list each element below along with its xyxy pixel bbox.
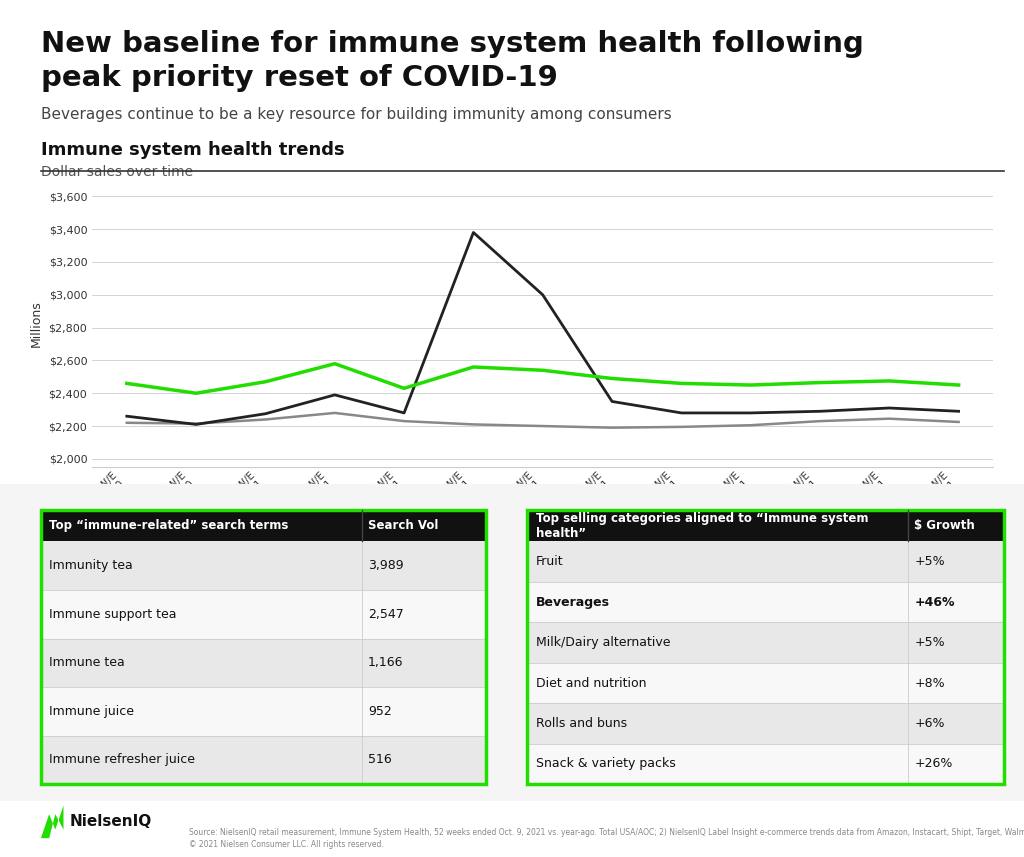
Text: Top selling categories aligned to “Immune system
health”: Top selling categories aligned to “Immun…: [536, 512, 868, 540]
Text: Immune tea: Immune tea: [49, 656, 125, 669]
Text: 3,989: 3,989: [368, 560, 403, 572]
Text: +5%: +5%: [914, 636, 945, 649]
Text: +5%: +5%: [914, 555, 945, 568]
Text: Snack & variety packs: Snack & variety packs: [536, 758, 675, 770]
Text: 952: 952: [368, 704, 391, 718]
Text: peak priority reset of COVID-19: peak priority reset of COVID-19: [41, 64, 558, 93]
Text: Immune refresher juice: Immune refresher juice: [49, 753, 196, 766]
Text: Beverages continue to be a key resource for building immunity among consumers: Beverages continue to be a key resource …: [41, 107, 672, 123]
Text: Source: NielsenIQ retail measurement, Immune System Health, 52 weeks ended Oct. : Source: NielsenIQ retail measurement, Im…: [189, 828, 1024, 848]
Text: Search Vol: Search Vol: [368, 519, 438, 532]
Text: New baseline for immune system health following: New baseline for immune system health fo…: [41, 30, 864, 58]
Text: 1,166: 1,166: [368, 656, 403, 669]
Text: Immunity tea: Immunity tea: [49, 560, 133, 572]
Text: $ Growth: $ Growth: [914, 519, 975, 532]
Text: +8%: +8%: [914, 676, 945, 690]
Legend: $ 2YA, $ YA, $: $ 2YA, $ YA, $: [391, 587, 694, 610]
Text: +6%: +6%: [914, 717, 945, 730]
Text: Immune support tea: Immune support tea: [49, 608, 177, 620]
Text: NielsenIQ: NielsenIQ: [70, 814, 152, 830]
Text: +46%: +46%: [914, 596, 955, 608]
Text: Milk/Dairy alternative: Milk/Dairy alternative: [536, 636, 670, 649]
Text: Rolls and buns: Rolls and buns: [536, 717, 627, 730]
Text: Beverages: Beverages: [536, 596, 609, 608]
Text: 516: 516: [368, 753, 391, 766]
Text: Immune juice: Immune juice: [49, 704, 134, 718]
Y-axis label: Millions: Millions: [30, 300, 43, 347]
Text: Diet and nutrition: Diet and nutrition: [536, 676, 646, 690]
Text: 2,547: 2,547: [368, 608, 403, 620]
Text: Immune system health trends: Immune system health trends: [41, 141, 345, 159]
Text: +26%: +26%: [914, 758, 952, 770]
Text: Top “immune-related” search terms: Top “immune-related” search terms: [49, 519, 289, 532]
Text: Dollar sales over time: Dollar sales over time: [41, 165, 194, 178]
Text: Fruit: Fruit: [536, 555, 563, 568]
